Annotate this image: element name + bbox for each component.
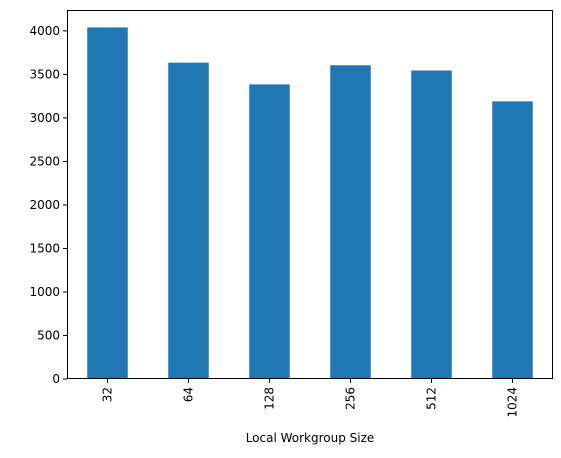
bars-layer <box>87 27 533 380</box>
x-axis: 32 64 128 256 512 1024 <box>101 379 520 418</box>
y-tick-label: 2500 <box>29 154 60 168</box>
y-tick-label: 4000 <box>29 24 60 38</box>
y-tick-label: 0 <box>52 372 60 386</box>
x-tick-label: 512 <box>425 387 439 410</box>
bar-64 <box>168 62 209 379</box>
bar-128 <box>249 84 290 380</box>
x-tick-label: 256 <box>344 387 358 410</box>
y-tick-label: 2000 <box>29 198 60 212</box>
x-tick-label: 64 <box>182 387 196 402</box>
bar-1024 <box>492 101 533 380</box>
x-tick-label: 32 <box>101 387 115 402</box>
y-tick-label: 3500 <box>29 67 60 81</box>
y-tick-label: 3000 <box>29 111 60 125</box>
y-axis: 0 500 1000 1500 2000 2500 3000 3500 4000 <box>29 24 67 386</box>
bar-256 <box>330 65 371 379</box>
y-tick-label: 1500 <box>29 241 60 255</box>
y-tick-label: 1000 <box>29 285 60 299</box>
x-axis-label: Local Workgroup Size <box>246 431 375 445</box>
x-tick-label: 1024 <box>506 387 520 418</box>
bar-512 <box>411 70 452 379</box>
x-tick-label: 128 <box>263 387 277 410</box>
y-tick-label: 500 <box>37 328 60 342</box>
bar-32 <box>87 27 128 379</box>
plot-frame <box>67 10 553 379</box>
